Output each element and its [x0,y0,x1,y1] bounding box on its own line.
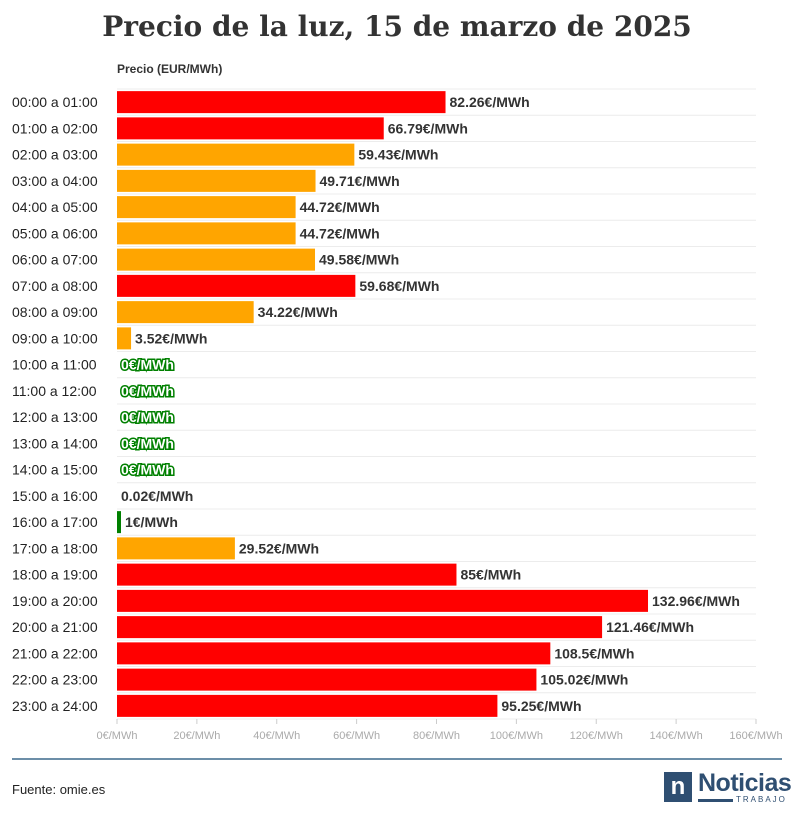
source-note: Fuente: omie.es [12,782,106,797]
bar [117,642,551,665]
value-label: 105.02€/MWh [540,672,628,688]
category-label: 06:00 a 07:00 [12,252,98,268]
footer-divider [12,758,782,760]
value-label: 66.79€/MWh [388,120,468,136]
value-label: 0€/MWh [121,383,174,399]
category-label: 09:00 a 10:00 [12,330,98,346]
x-tick-label: 100€/MWh [490,730,543,742]
category-label: 12:00 a 13:00 [12,409,98,425]
value-label: 95.25€/MWh [501,698,581,714]
gridlines [116,88,757,724]
x-tick-label: 60€/MWh [333,730,380,742]
category-label: 17:00 a 18:00 [12,540,98,556]
category-label: 19:00 a 20:00 [12,593,98,609]
bar [117,274,356,297]
logo-subtitle: TRABAJO [736,795,787,804]
category-label: 01:00 a 02:00 [12,120,98,136]
category-label: 18:00 a 19:00 [12,567,98,583]
value-label: 108.5€/MWh [554,645,634,661]
category-label: 16:00 a 17:00 [12,514,98,530]
category-label: 15:00 a 16:00 [12,488,98,504]
value-label: 3.52€/MWh [135,330,207,346]
value-label: 44.72€/MWh [300,199,380,215]
bar [117,196,296,219]
value-label: 49.71€/MWh [320,173,400,189]
x-tick-label: 20€/MWh [173,730,220,742]
bar [117,143,355,166]
x-tick-label: 160€/MWh [729,730,782,742]
value-label: 29.52€/MWh [239,540,319,556]
bar-chart: Precio (EUR/MWh) 0€/MWh 20€/MWh 40€/MWh 60€/… [12,62,783,742]
bar [117,511,121,534]
logo-name: Noticias [698,769,792,797]
y-axis-title: Precio (EUR/MWh) [117,62,222,76]
bar [117,117,384,140]
noticias-trabajo-logo: n Noticias TRABAJO [664,769,792,804]
category-label: 20:00 a 21:00 [12,619,98,635]
bar [117,616,603,639]
value-label: 34.22€/MWh [258,304,338,320]
category-label: 02:00 a 03:00 [12,147,98,163]
value-label: 132.96€/MWh [652,593,740,609]
bars [117,91,649,717]
value-label: 121.46€/MWh [606,619,694,635]
value-label: 49.58€/MWh [319,252,399,268]
x-tick-label: 80€/MWh [413,730,460,742]
category-label: 08:00 a 09:00 [12,304,98,320]
bar [117,589,649,612]
bar [117,169,316,192]
bar [117,91,446,114]
category-label: 03:00 a 04:00 [12,173,98,189]
logo-mark: n [664,772,692,802]
value-label: 0€/MWh [121,357,174,373]
logo-underline [698,799,733,802]
value-label: 0€/MWh [121,409,174,425]
x-tick-label: 120€/MWh [570,730,623,742]
category-label: 05:00 a 06:00 [12,225,98,241]
category-label: 23:00 a 24:00 [12,698,98,714]
x-tick-label: 40€/MWh [253,730,300,742]
bar [117,668,537,691]
value-label: 0€/MWh [121,435,174,451]
bar [117,301,254,324]
value-label: 59.43€/MWh [358,147,438,163]
value-label: 59.68€/MWh [359,278,439,294]
category-label: 04:00 a 05:00 [12,199,98,215]
bar [117,537,235,560]
chart-title: Precio de la luz, 15 de marzo de 2025 [102,10,692,43]
value-label: 1€/MWh [125,514,178,530]
category-label: 22:00 a 23:00 [12,672,98,688]
category-label: 13:00 a 14:00 [12,435,98,451]
bar [117,563,457,586]
bar [117,222,296,245]
bar [117,248,316,271]
category-label: 00:00 a 01:00 [12,94,98,110]
category-label: 21:00 a 22:00 [12,645,98,661]
value-label: 0€/MWh [121,462,174,478]
category-label: 14:00 a 15:00 [12,462,98,478]
value-label: 0.02€/MWh [121,488,193,504]
category-label: 11:00 a 12:00 [12,383,97,399]
value-label: 82.26€/MWh [450,94,530,110]
bar [117,327,132,350]
x-tick-label: 0€/MWh [97,730,138,742]
category-label: 07:00 a 08:00 [12,278,98,294]
labels: Precio (EUR/MWh) 0€/MWh 20€/MWh 40€/MWh 60€/… [12,62,783,742]
value-label: 85€/MWh [460,567,521,583]
x-tick-label: 140€/MWh [650,730,703,742]
bar [117,694,498,717]
category-label: 10:00 a 11:00 [12,357,97,373]
value-label: 44.72€/MWh [300,225,380,241]
